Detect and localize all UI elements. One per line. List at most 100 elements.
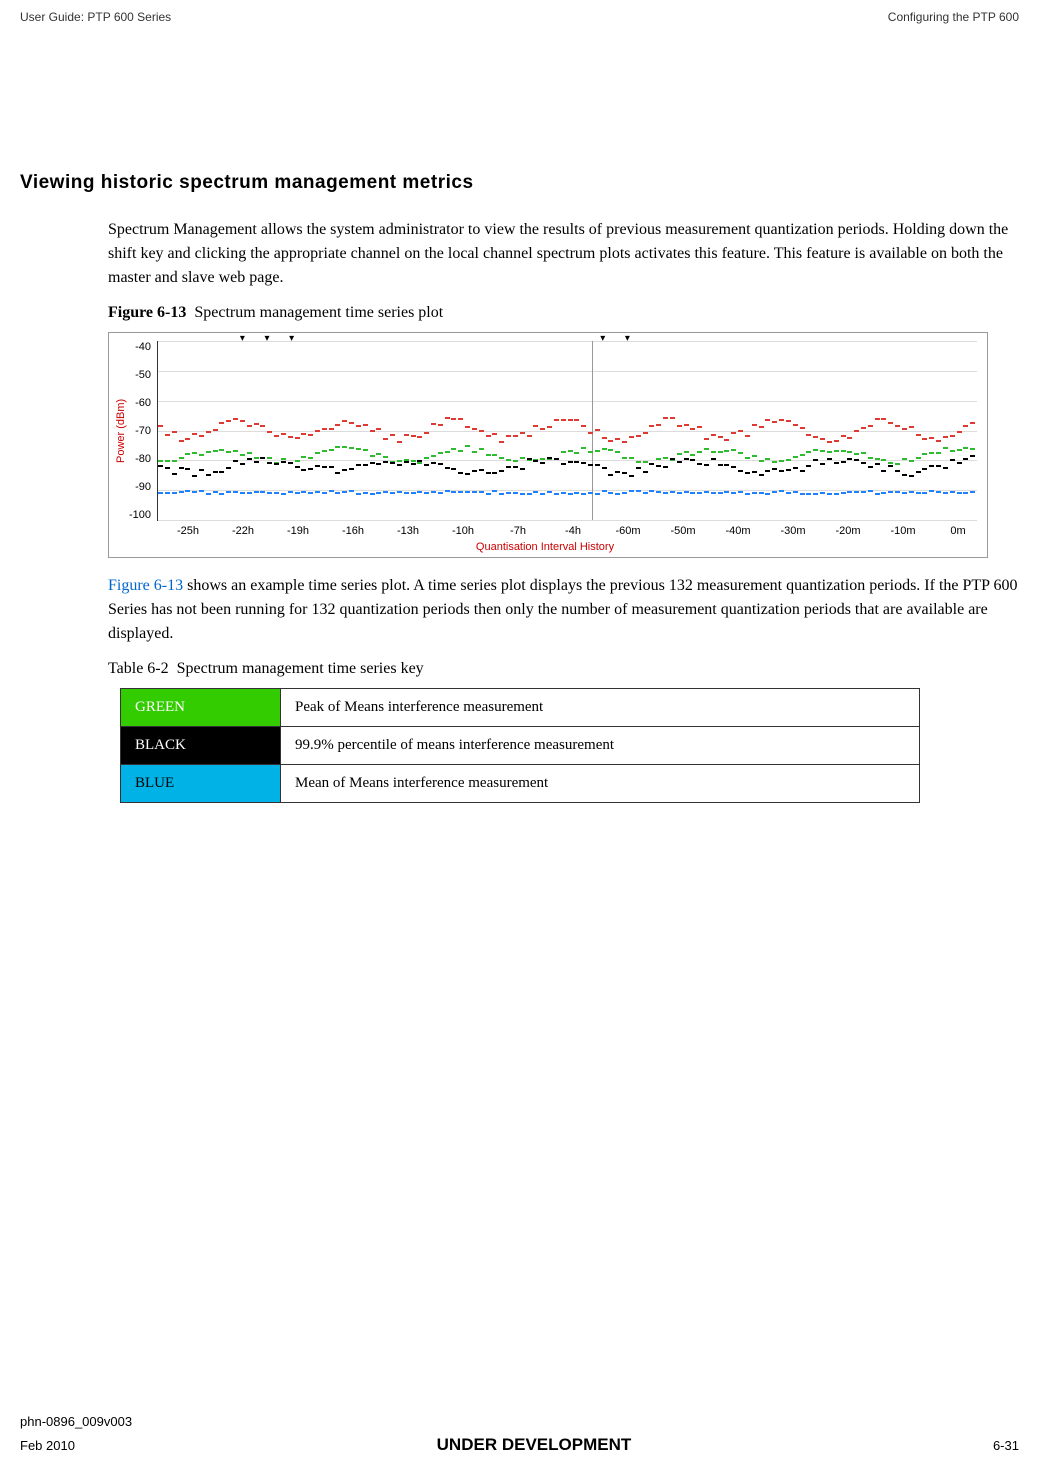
data-marker xyxy=(363,492,368,494)
data-marker xyxy=(574,492,579,494)
data-marker xyxy=(608,440,613,442)
data-marker xyxy=(929,465,934,467)
data-marker xyxy=(438,463,443,465)
data-marker xyxy=(404,434,409,436)
data-marker xyxy=(547,491,552,493)
data-marker xyxy=(615,438,620,440)
data-marker xyxy=(499,457,504,459)
data-marker xyxy=(554,458,559,460)
data-marker xyxy=(916,471,921,473)
data-marker xyxy=(963,458,968,460)
data-marker xyxy=(963,492,968,494)
data-marker xyxy=(677,425,682,427)
data-marker xyxy=(213,429,218,431)
data-marker xyxy=(329,428,334,430)
x-tick: -22h xyxy=(224,525,262,537)
data-marker xyxy=(793,424,798,426)
data-marker xyxy=(411,463,416,465)
data-marker xyxy=(820,492,825,494)
data-marker xyxy=(274,463,279,465)
data-marker xyxy=(513,466,518,468)
data-marker xyxy=(376,463,381,465)
data-marker xyxy=(506,466,511,468)
data-marker xyxy=(383,491,388,493)
data-marker xyxy=(868,457,873,459)
data-marker xyxy=(281,493,286,495)
data-marker xyxy=(602,437,607,439)
data-marker xyxy=(888,465,893,467)
data-marker xyxy=(308,434,313,436)
data-marker xyxy=(602,448,607,450)
data-marker xyxy=(322,466,327,468)
color-key-table: GREENPeak of Means interference measurem… xyxy=(120,688,920,803)
data-marker xyxy=(663,492,668,494)
color-label-cell: BLUE xyxy=(121,765,281,803)
data-marker xyxy=(895,491,900,493)
data-marker xyxy=(226,451,231,453)
data-marker xyxy=(404,492,409,494)
data-marker xyxy=(322,428,327,430)
data-marker xyxy=(800,454,805,456)
data-marker xyxy=(445,490,450,492)
data-marker xyxy=(881,418,886,420)
color-label-cell: GREEN xyxy=(121,689,281,727)
data-marker xyxy=(950,450,955,452)
figure-link[interactable]: Figure 6-13 xyxy=(108,577,183,594)
data-marker xyxy=(588,464,593,466)
data-marker xyxy=(424,432,429,434)
data-marker xyxy=(397,491,402,493)
data-marker xyxy=(643,432,648,434)
chart-x-axis: -25h-22h-19h-16h-13h-10h-7h-4h-60m-50m-4… xyxy=(169,521,977,537)
data-marker xyxy=(445,417,450,419)
data-marker xyxy=(793,491,798,493)
data-marker xyxy=(390,462,395,464)
data-marker xyxy=(786,469,791,471)
data-marker xyxy=(786,492,791,494)
data-marker xyxy=(718,451,723,453)
data-marker xyxy=(656,458,661,460)
data-marker xyxy=(233,460,238,462)
data-marker xyxy=(909,475,914,477)
data-marker xyxy=(875,458,880,460)
data-marker xyxy=(595,464,600,466)
data-marker xyxy=(663,417,668,419)
data-marker xyxy=(342,420,347,422)
data-marker xyxy=(206,493,211,495)
data-marker xyxy=(970,491,975,493)
data-marker xyxy=(800,470,805,472)
data-marker xyxy=(738,452,743,454)
data-marker xyxy=(568,461,573,463)
data-marker xyxy=(499,441,504,443)
data-marker xyxy=(349,447,354,449)
data-marker xyxy=(929,452,934,454)
data-marker xyxy=(499,470,504,472)
data-marker xyxy=(192,475,197,477)
footer-page: 6-31 xyxy=(993,1438,1019,1453)
data-marker xyxy=(834,440,839,442)
data-marker xyxy=(158,460,163,462)
data-marker xyxy=(274,435,279,437)
data-marker xyxy=(916,492,921,494)
data-marker xyxy=(881,470,886,472)
chart-y-label: Power (dBm) xyxy=(113,341,129,521)
data-marker xyxy=(206,451,211,453)
data-marker xyxy=(745,493,750,495)
gridline xyxy=(158,401,977,402)
data-marker xyxy=(663,457,668,459)
data-marker xyxy=(547,457,552,459)
data-marker xyxy=(547,426,552,428)
data-marker xyxy=(786,420,791,422)
data-marker xyxy=(376,428,381,430)
data-marker xyxy=(629,457,634,459)
data-marker xyxy=(308,492,313,494)
data-marker xyxy=(649,490,654,492)
data-marker xyxy=(281,458,286,460)
y-tick: -60 xyxy=(129,397,151,409)
data-marker xyxy=(301,456,306,458)
data-marker xyxy=(929,490,934,492)
data-marker xyxy=(267,457,272,459)
data-marker xyxy=(356,464,361,466)
x-tick: -10m xyxy=(884,525,922,537)
data-marker xyxy=(909,460,914,462)
data-marker xyxy=(513,492,518,494)
